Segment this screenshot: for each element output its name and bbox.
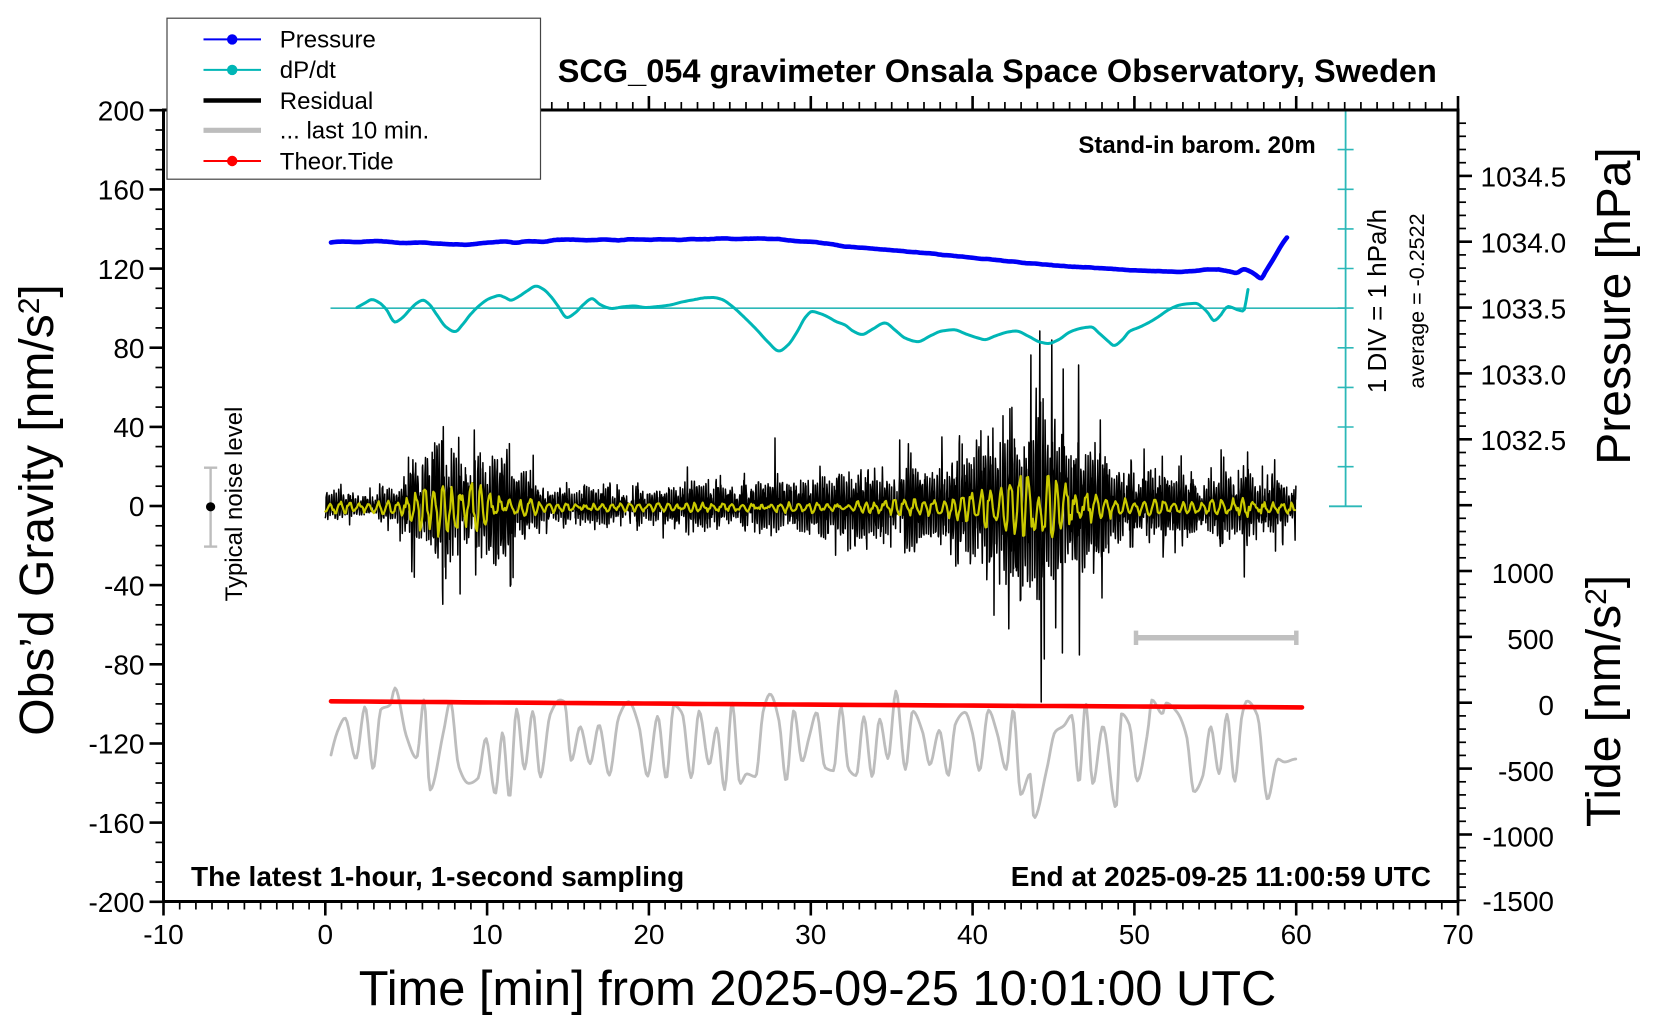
svg-text:Time [min] from 2025-09-25 10:: Time [min] from 2025-09-25 10:01:00 UTC [359,962,1277,1016]
svg-text:Residual: Residual [280,88,373,115]
svg-text:Stand-in barom. 20m: Stand-in barom. 20m [1078,132,1315,159]
svg-text:1 DIV = 1 hPa/h: 1 DIV = 1 hPa/h [1362,209,1392,393]
svg-text:-120: -120 [88,729,144,760]
svg-text:Theor.Tide: Theor.Tide [280,148,394,175]
svg-text:Pressure: Pressure [280,27,376,54]
svg-text:... last 10 min.: ... last 10 min. [280,118,429,145]
svg-text:60: 60 [1281,919,1312,950]
svg-text:20: 20 [633,919,664,950]
svg-text:Pressure [hPa]: Pressure [hPa] [1588,147,1641,464]
svg-text:1034.5: 1034.5 [1481,162,1567,193]
svg-text:-200: -200 [88,887,144,918]
svg-text:0: 0 [318,919,334,950]
svg-text:160: 160 [98,175,145,206]
svg-text:SCG_054 gravimeter Onsala Spac: SCG_054 gravimeter Onsala Space Observat… [558,53,1437,89]
svg-text:40: 40 [113,412,144,443]
svg-text:0: 0 [129,491,145,522]
svg-text:1033.5: 1033.5 [1481,294,1567,325]
svg-text:End at 2025-09-25 11:00:59 UTC: End at 2025-09-25 11:00:59 UTC [1011,861,1431,892]
svg-text:dP/dt: dP/dt [280,57,336,84]
svg-text:Tide [nm/s2]: Tide [nm/s2] [1578,575,1631,827]
svg-text:Typical noise level: Typical noise level [221,407,248,602]
svg-text:80: 80 [113,333,144,364]
svg-text:-1000: -1000 [1482,822,1554,853]
svg-text:40: 40 [957,919,988,950]
svg-text:1032.5: 1032.5 [1481,425,1567,456]
svg-text:-1500: -1500 [1482,886,1554,917]
svg-text:average = -0.2522: average = -0.2522 [1405,213,1429,388]
svg-text:-500: -500 [1498,756,1554,787]
svg-text:0: 0 [1538,690,1554,721]
svg-text:1033.0: 1033.0 [1481,359,1567,390]
svg-text:1000: 1000 [1492,558,1554,589]
svg-text:1034.0: 1034.0 [1481,228,1567,259]
svg-text:70: 70 [1442,919,1473,950]
svg-text:50: 50 [1119,919,1150,950]
svg-text:30: 30 [795,919,826,950]
svg-text:200: 200 [98,95,145,126]
svg-text:The latest 1-hour, 1-second sa: The latest 1-hour, 1-second sampling [191,861,684,892]
svg-text:10: 10 [472,919,503,950]
svg-text:120: 120 [98,254,145,285]
svg-text:-10: -10 [143,919,183,950]
svg-text:-160: -160 [88,808,144,839]
svg-text:500: 500 [1507,624,1554,655]
svg-text:-40: -40 [104,570,144,601]
svg-text:Obs’d Gravity [nm/s2]: Obs’d Gravity [nm/s2] [11,284,64,735]
svg-text:-80: -80 [104,650,144,681]
